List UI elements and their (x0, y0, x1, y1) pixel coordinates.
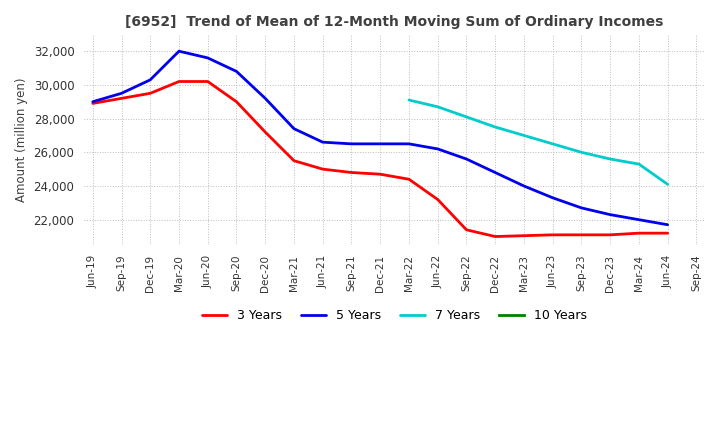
5 Years (663, 222, 672, 227)
3 Years (117, 96, 126, 101)
5 Years (89, 99, 97, 104)
5 Years (520, 183, 528, 189)
Line: 7 Years: 7 Years (409, 100, 667, 184)
3 Years (433, 197, 442, 202)
5 Years (577, 205, 586, 210)
3 Years (89, 101, 97, 106)
5 Years (146, 77, 155, 82)
5 Years (117, 91, 126, 96)
5 Years (347, 141, 356, 147)
5 Years (232, 69, 240, 74)
7 Years (634, 161, 643, 167)
5 Years (549, 195, 557, 200)
7 Years (549, 141, 557, 147)
3 Years (462, 227, 471, 232)
7 Years (520, 133, 528, 138)
5 Years (491, 170, 500, 175)
5 Years (175, 48, 184, 54)
5 Years (433, 146, 442, 151)
3 Years (175, 79, 184, 84)
3 Years (318, 166, 327, 172)
Line: 3 Years: 3 Years (93, 81, 667, 237)
5 Years (405, 141, 413, 147)
5 Years (261, 96, 269, 101)
3 Years (289, 158, 298, 163)
5 Years (606, 212, 614, 217)
3 Years (577, 232, 586, 238)
5 Years (634, 217, 643, 222)
3 Years (232, 99, 240, 104)
3 Years (491, 234, 500, 239)
Line: 5 Years: 5 Years (93, 51, 667, 225)
5 Years (204, 55, 212, 61)
7 Years (577, 150, 586, 155)
3 Years (376, 172, 384, 177)
7 Years (663, 182, 672, 187)
5 Years (318, 139, 327, 145)
7 Years (606, 156, 614, 161)
Y-axis label: Amount (million yen): Amount (million yen) (15, 77, 28, 202)
5 Years (462, 156, 471, 161)
7 Years (491, 125, 500, 130)
7 Years (433, 104, 442, 110)
3 Years (663, 231, 672, 236)
5 Years (376, 141, 384, 147)
7 Years (405, 97, 413, 103)
3 Years (520, 233, 528, 238)
3 Years (204, 79, 212, 84)
3 Years (634, 231, 643, 236)
3 Years (549, 232, 557, 238)
3 Years (146, 91, 155, 96)
3 Years (405, 176, 413, 182)
3 Years (261, 129, 269, 135)
Title: [6952]  Trend of Mean of 12-Month Moving Sum of Ordinary Incomes: [6952] Trend of Mean of 12-Month Moving … (125, 15, 664, 29)
3 Years (347, 170, 356, 175)
5 Years (289, 126, 298, 131)
Legend: 3 Years, 5 Years, 7 Years, 10 Years: 3 Years, 5 Years, 7 Years, 10 Years (197, 304, 592, 327)
7 Years (462, 114, 471, 120)
3 Years (606, 232, 614, 238)
